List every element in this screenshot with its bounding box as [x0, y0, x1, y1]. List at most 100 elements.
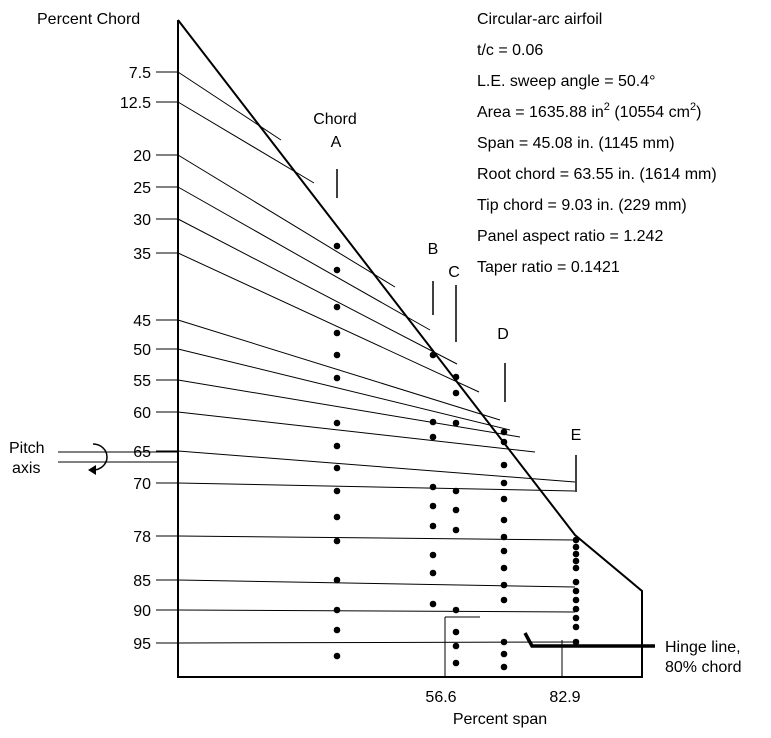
pressure-orifice-points — [333, 242, 580, 671]
y-tick-label: 30 — [133, 212, 151, 229]
y-tick-label: 12.5 — [120, 95, 151, 112]
x-tick-82-9: 82.9 — [549, 689, 580, 706]
orifice-point — [333, 329, 341, 337]
orifice-point — [572, 536, 580, 544]
orifice-point — [333, 242, 341, 250]
orifice-point — [333, 464, 341, 472]
orifice-point — [572, 543, 580, 551]
orifice-point — [500, 564, 508, 572]
orifice-point — [500, 638, 508, 646]
orifice-point — [452, 373, 460, 381]
spec-tip-chord: Tip chord = 9.03 in. (229 mm) — [477, 197, 687, 214]
orifice-point — [572, 638, 580, 646]
orifice-point — [452, 642, 460, 650]
orifice-point — [452, 659, 460, 667]
orifice-point — [500, 495, 508, 503]
y-tick-label: 65 — [133, 444, 151, 461]
x-axis-label: Percent span — [453, 711, 547, 728]
spec-aspect-ratio: Panel aspect ratio = 1.242 — [477, 228, 663, 245]
pitch-rotation-icon — [92, 443, 108, 471]
orifice-point — [500, 650, 508, 658]
y-axis-ticks — [156, 71, 178, 644]
orifice-point — [500, 547, 508, 555]
chord-line — [177, 579, 576, 588]
orifice-point — [333, 487, 341, 495]
spec-root-chord: Root chord = 63.55 in. (1614 mm) — [477, 166, 717, 183]
y-tick-label: 95 — [133, 636, 151, 653]
hinge-line — [523, 632, 655, 648]
pitch-axis-label-line2: axis — [12, 460, 40, 477]
chord-label-d: D — [497, 326, 509, 343]
spec-span: Span = 45.08 in. (1145 mm) — [477, 135, 675, 152]
y-tick-label: 20 — [133, 148, 151, 165]
orifice-point — [572, 614, 580, 622]
chord-line — [177, 218, 458, 365]
y-tick-label: 7.5 — [129, 65, 151, 82]
orifice-point — [452, 606, 460, 614]
orifice-point — [333, 626, 341, 634]
orifice-point — [429, 502, 437, 510]
specifications-block: Circular-arc airfoil t/c = 0.06 L.E. swe… — [477, 11, 717, 276]
orifice-point — [333, 266, 341, 274]
pitch-rotation-arrowhead — [88, 465, 96, 475]
orifice-point — [500, 516, 508, 524]
orifice-point — [429, 351, 437, 359]
chord-line — [177, 154, 396, 288]
chord-line — [177, 348, 511, 431]
hinge-line-label-line1: Hinge line, — [665, 639, 741, 656]
chord-label-c: C — [448, 264, 460, 281]
pitch-axis-label-line1: Pitch — [9, 440, 45, 457]
chord-label-e: E — [571, 427, 582, 444]
chord-lines — [177, 71, 576, 644]
orifice-point — [333, 374, 341, 382]
orifice-point — [452, 487, 460, 495]
chord-line — [177, 641, 576, 644]
orifice-point — [500, 428, 508, 436]
y-tick-label: 45 — [133, 313, 151, 330]
orifice-point — [333, 576, 341, 584]
chord-label-a: A — [331, 134, 342, 151]
orifice-point — [572, 578, 580, 586]
orifice-point — [429, 551, 437, 559]
orifice-point — [572, 587, 580, 595]
y-tick-label: 25 — [133, 180, 151, 197]
spec-airfoil: Circular-arc airfoil — [477, 11, 602, 28]
chord-heading: Chord — [313, 111, 357, 128]
orifice-point — [333, 419, 341, 427]
chord-line — [177, 609, 576, 613]
orifice-point — [572, 596, 580, 604]
orifice-point — [429, 522, 437, 530]
orifice-point — [572, 557, 580, 565]
orifice-point — [333, 303, 341, 311]
orifice-point — [333, 606, 341, 614]
chord-line — [177, 71, 282, 141]
orifice-point — [500, 581, 508, 589]
percent-chord-title: Percent Chord — [37, 11, 140, 28]
chord-line — [177, 411, 536, 453]
chord-line — [177, 450, 576, 483]
chord-line — [177, 482, 576, 492]
orifice-point — [333, 442, 341, 450]
y-tick-label: 60 — [133, 405, 151, 422]
spec-area: Area = 1635.88 in2 (10554 cm2) — [477, 101, 701, 121]
orifice-point — [429, 569, 437, 577]
orifice-point — [429, 483, 437, 491]
orifice-point — [429, 418, 437, 426]
orifice-point — [572, 605, 580, 613]
orifice-point — [452, 506, 460, 514]
spec-thickness-ratio: t/c = 0.06 — [477, 42, 543, 59]
chord-line — [177, 252, 480, 393]
orifice-point — [429, 433, 437, 441]
orifice-point — [452, 526, 460, 534]
orifice-point — [333, 351, 341, 359]
chord-line — [177, 379, 521, 438]
orifice-point — [500, 438, 508, 446]
y-tick-label: 90 — [133, 603, 151, 620]
orifice-point — [333, 513, 341, 521]
orifice-point — [452, 389, 460, 397]
x-tick-56-6: 56.6 — [425, 689, 456, 706]
y-tick-label: 50 — [133, 342, 151, 359]
y-tick-label: 35 — [133, 246, 151, 263]
y-axis-tick-labels: 7.5 12.5 20 25 30 35 45 50 55 60 65 70 78 85 90 95 — [120, 65, 151, 653]
